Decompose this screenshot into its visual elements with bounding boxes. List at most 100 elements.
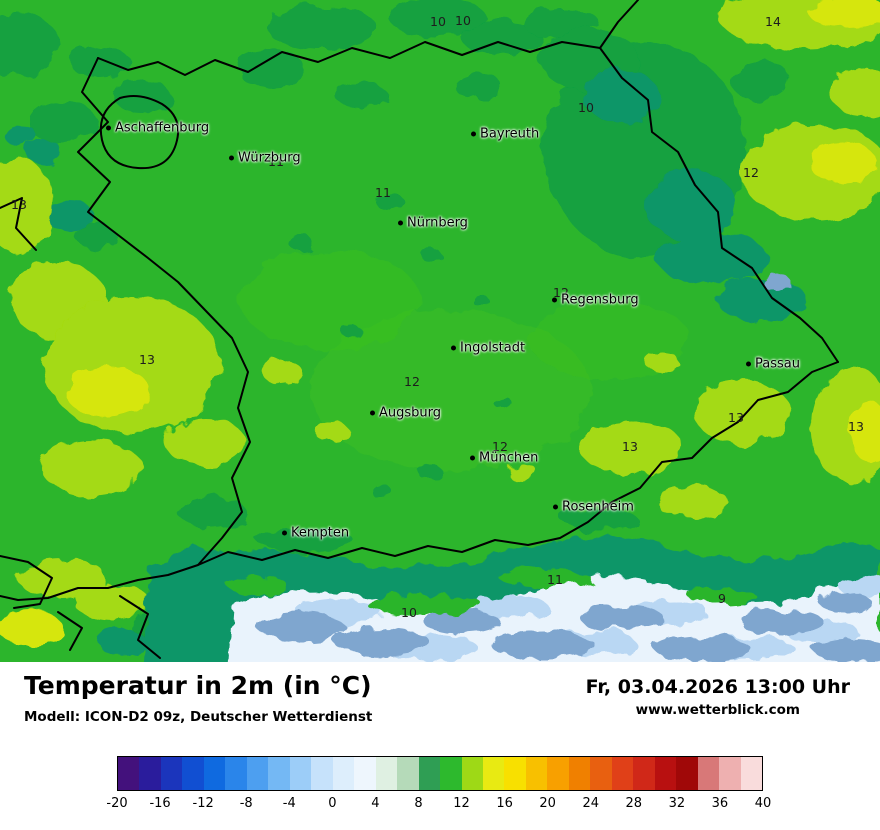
temp-layer: 10 10 14 10 12 11 11 13 12 13 12 12 13 13 13 11 10 9: [11, 12, 864, 620]
city-label: Bayreuth: [480, 126, 540, 142]
temperature-value: 10: [401, 604, 417, 620]
city-label: München: [479, 450, 539, 466]
color-scale-cell: [654, 757, 677, 790]
color-scale-cell: [375, 757, 398, 790]
city-dot-icon: [398, 220, 403, 226]
color-scale-cell: [568, 757, 591, 790]
city-dot-icon: [471, 131, 476, 137]
color-scale-cell: [354, 757, 376, 790]
city-marker: Nürnberg: [398, 217, 468, 230]
color-scale-tick-label: 32: [668, 796, 686, 811]
temperature-value: 10: [578, 99, 594, 115]
temperature-value: 11: [547, 571, 563, 587]
border-lines: [0, 0, 839, 659]
city-dot-icon: [229, 155, 234, 161]
city-marker: Würzburg: [229, 152, 301, 165]
weather-map-canvas: [0, 0, 880, 662]
city-marker: Ingolstadt: [451, 342, 525, 355]
city-label: Nürnberg: [407, 215, 468, 231]
color-scale-tick-label: 24: [582, 796, 599, 811]
color-scale-cell: [525, 757, 548, 790]
color-scale-cell: [719, 757, 741, 790]
color-scale-cell: [461, 757, 483, 790]
color-scale-cell: [633, 757, 655, 790]
datetime-label: Fr, 03.04.2026 13:00 Uhr: [585, 676, 850, 698]
color-scale-cell: [418, 757, 441, 790]
color-scale-cell: [547, 757, 569, 790]
color-scale-cell: [118, 757, 140, 790]
city-marker: München: [470, 452, 538, 465]
city-marker: Aschaffenburg: [106, 122, 209, 135]
city-label: Augsburg: [379, 405, 442, 421]
color-scale-tick-label: -12: [192, 796, 214, 811]
color-scale-tick-label: 40: [754, 796, 772, 811]
city-dot-icon: [552, 297, 557, 303]
color-scale-cell: [590, 757, 612, 790]
city-marker: Regensburg: [552, 294, 639, 307]
temperature-value: 11: [268, 153, 284, 169]
temperature-map: 10 10 14 10 12 11 11 13 12 13 12 12 13 13 13 11 10 9 Asch…: [0, 0, 880, 662]
city-dot-icon: [370, 410, 375, 416]
temperature-value: 10: [430, 13, 446, 29]
color-scale-cell: [289, 757, 312, 790]
color-scale-bar: [117, 756, 763, 791]
color-scale-tick-label: -16: [149, 796, 171, 811]
city-dot-icon: [451, 345, 456, 351]
temperature-value: 12: [492, 438, 508, 454]
color-scale-cell: [697, 757, 720, 790]
city-marker: Rosenheim: [553, 501, 634, 514]
color-scale-cell: [139, 757, 161, 790]
city-label: Aschaffenburg: [115, 120, 210, 136]
color-scale-cell: [160, 757, 183, 790]
temperature-value: 12: [404, 373, 420, 389]
city-label: Würzburg: [238, 150, 301, 166]
website-label: www.wetterblick.com: [635, 702, 800, 718]
city-label: Passau: [755, 356, 800, 372]
color-scale-cell: [268, 757, 290, 790]
city-marker: Passau: [746, 358, 800, 371]
temperature-value: 14: [765, 13, 781, 29]
temperature-value: 11: [375, 184, 391, 200]
color-scale-tick-label: 20: [539, 796, 556, 811]
city-dot-icon: [553, 504, 558, 510]
color-scale-cell: [504, 757, 526, 790]
color-scale-cell: [676, 757, 698, 790]
city-dot-icon: [106, 125, 111, 131]
color-scale-cell: [482, 757, 505, 790]
city-label: Regensburg: [561, 292, 639, 308]
city-label: Rosenheim: [562, 499, 634, 515]
color-scale-cell: [397, 757, 419, 790]
city-marker: Bayreuth: [471, 128, 539, 141]
temperature-value: 13: [728, 409, 744, 425]
city-dot-icon: [746, 361, 751, 367]
color-scale-cell: [311, 757, 333, 790]
temperature-value: 9: [718, 590, 726, 606]
color-scale-cell: [182, 757, 204, 790]
color-scale-cell: [225, 757, 247, 790]
color-scale-tick-label: 4: [371, 796, 380, 811]
color-scale-tick-label: 8: [414, 796, 423, 811]
city-dot-icon: [470, 455, 475, 461]
temperature-value: 12: [743, 164, 759, 180]
color-scale-cell: [440, 757, 462, 790]
city-layer: Aschaffenburg Würzburg Bayreuth Nürnberg Reg…: [106, 122, 800, 540]
footer-right: Fr, 03.04.2026 13:00 Uhr www.wetterblick…: [586, 676, 850, 718]
temperature-value: 10: [455, 12, 471, 28]
color-scale-cell: [611, 757, 634, 790]
color-scale-tick-label: -4: [282, 796, 296, 811]
temperature-value: 13: [139, 351, 155, 367]
color-scale-cell: [246, 757, 269, 790]
temperature-value: 13: [622, 438, 638, 454]
city-marker: Augsburg: [370, 407, 441, 420]
model-info: Modell: ICON-D2 09z, Deutscher Wetterdie…: [24, 709, 373, 725]
city-label: Ingolstadt: [460, 340, 526, 356]
temperature-value: 13: [848, 418, 864, 434]
color-scale-cell: [332, 757, 355, 790]
city-marker: Kempten: [282, 527, 349, 540]
color-scale-ticks: -20 -16 -12 -8 -4 0 4 8 12 16 20 24 28 32 36 40: [106, 796, 771, 813]
color-scale-tick-label: 28: [625, 796, 643, 811]
temperature-value: 13: [11, 196, 27, 212]
color-scale-tick-label: 12: [453, 796, 470, 811]
color-scale-tick-label: 0: [328, 796, 337, 811]
city-dot-icon: [282, 530, 287, 536]
